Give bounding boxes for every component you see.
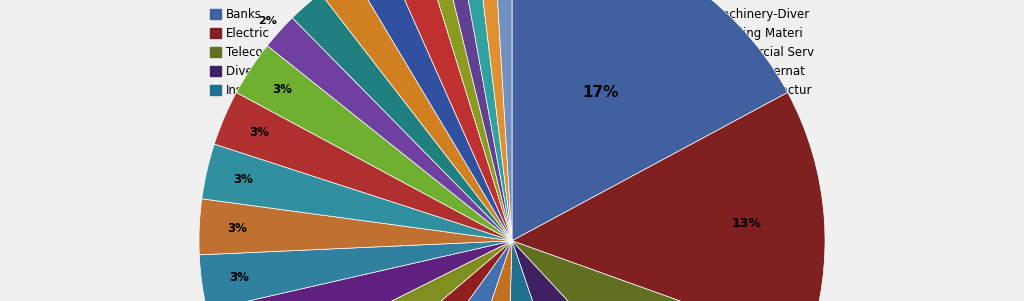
Wedge shape bbox=[237, 46, 512, 241]
Text: 2%: 2% bbox=[258, 16, 278, 26]
Wedge shape bbox=[321, 0, 512, 241]
Wedge shape bbox=[200, 241, 512, 301]
Wedge shape bbox=[232, 241, 512, 301]
Text: 17%: 17% bbox=[582, 85, 618, 101]
Wedge shape bbox=[207, 241, 512, 301]
Text: 3%: 3% bbox=[227, 222, 247, 235]
Wedge shape bbox=[494, 0, 512, 241]
Wedge shape bbox=[475, 0, 512, 241]
Wedge shape bbox=[512, 92, 825, 301]
Wedge shape bbox=[273, 241, 512, 301]
Wedge shape bbox=[385, 0, 512, 241]
Legend: Banks, Electric, Telecommunicati, Diversified Fin, Insurance, Oil&Gas Produce, B: Banks, Electric, Telecommunicati, Divers… bbox=[208, 6, 816, 99]
Text: 3%: 3% bbox=[249, 126, 268, 139]
Wedge shape bbox=[512, 241, 807, 301]
Wedge shape bbox=[202, 144, 512, 241]
Wedge shape bbox=[503, 241, 613, 301]
Wedge shape bbox=[411, 241, 512, 301]
Wedge shape bbox=[512, 241, 725, 301]
Wedge shape bbox=[420, 0, 512, 241]
Text: 13%: 13% bbox=[731, 217, 761, 230]
Wedge shape bbox=[214, 92, 512, 241]
Wedge shape bbox=[438, 0, 512, 241]
Wedge shape bbox=[267, 18, 512, 241]
Wedge shape bbox=[351, 0, 512, 241]
Wedge shape bbox=[199, 199, 512, 255]
Wedge shape bbox=[512, 0, 787, 241]
Wedge shape bbox=[292, 0, 512, 241]
Text: 3%: 3% bbox=[272, 82, 292, 95]
Text: 3%: 3% bbox=[233, 173, 253, 186]
Wedge shape bbox=[456, 0, 512, 241]
Text: 3%: 3% bbox=[229, 271, 249, 284]
Wedge shape bbox=[328, 241, 512, 301]
